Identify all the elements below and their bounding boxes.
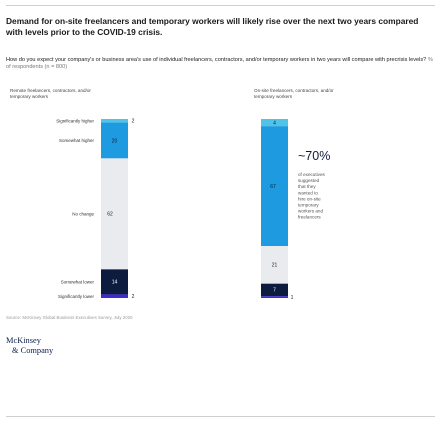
callout-text-line: workers and xyxy=(298,209,323,214)
panel-title-remote: Remote freelancers, contractors, and/or xyxy=(10,88,91,93)
callout-text-line: that they xyxy=(298,184,316,189)
bar-onsite-somewhat-lower xyxy=(261,283,288,297)
chart-question: How do you expect your company's or busi… xyxy=(6,57,436,71)
bar-remote-somewhat-lower xyxy=(101,269,128,295)
logo-line-2: & Company xyxy=(12,345,54,355)
panel-title-onsite: On-site freelancers, contractors, and/or xyxy=(254,88,334,93)
mckinsey-logo: McKinsey & Company xyxy=(6,336,53,355)
value-label-remote-significantly-higher: 2 xyxy=(132,119,135,125)
bar-remote-somewhat-higher xyxy=(101,122,128,159)
value-label-remote-somewhat-higher: 20 xyxy=(112,138,118,144)
value-label-onsite-somewhat-lower: 7 xyxy=(273,288,276,294)
callout-text-line: suggested xyxy=(298,178,320,183)
value-label-onsite-no-change: 21 xyxy=(272,263,278,269)
value-label-onsite-somewhat-higher: 67 xyxy=(270,184,276,190)
category-label-significantly-higher: Significantly higher xyxy=(56,118,94,123)
callout-text-line: of executives xyxy=(298,172,326,177)
bar-remote-significantly-higher xyxy=(101,119,128,123)
source-note: Source: McKinsey Global Business Executi… xyxy=(6,315,133,320)
question-text: How do you expect your company's or busi… xyxy=(6,57,427,63)
callout-value: ~70% xyxy=(298,149,330,163)
bar-remote-no-change xyxy=(101,158,128,270)
value-label-remote-significantly-lower: 2 xyxy=(132,294,135,300)
callout-text-line: wanted to xyxy=(298,190,318,195)
bottom-rule xyxy=(6,416,435,417)
bar-onsite-no-change xyxy=(261,246,288,284)
bar-onsite-significantly-lower xyxy=(261,296,288,298)
bar-remote-significantly-lower xyxy=(101,294,128,298)
chart-title: Demand for on-site freelancers and tempo… xyxy=(6,16,419,37)
category-label-no-change: No change xyxy=(72,212,94,217)
category-label-somewhat-lower: Somewhat lower xyxy=(61,280,95,285)
value-label-remote-no-change: 62 xyxy=(107,212,113,218)
panel-title-onsite: temporary workers xyxy=(254,94,293,99)
top-rule xyxy=(6,5,435,6)
value-label-onsite-significantly-lower: 1 xyxy=(291,295,294,301)
bar-onsite-significantly-higher xyxy=(261,119,288,127)
callout-text-line: freelancers xyxy=(298,215,321,220)
respondents-note: % of respondents (n = 800) xyxy=(6,57,433,70)
category-label-somewhat-higher: Somewhat higher xyxy=(59,138,95,143)
logo-line-1: McKinsey xyxy=(6,336,41,345)
value-label-onsite-significantly-higher: 4 xyxy=(273,120,276,126)
category-label-significantly-lower: Significantly lower xyxy=(58,294,95,299)
value-label-remote-somewhat-lower: 14 xyxy=(112,280,118,286)
panel-title-remote: temporary workers xyxy=(10,94,49,99)
callout-text-line: hire on-site xyxy=(298,196,321,201)
bar-onsite-somewhat-higher xyxy=(261,126,288,247)
callout-text-line: temporary xyxy=(298,203,319,208)
